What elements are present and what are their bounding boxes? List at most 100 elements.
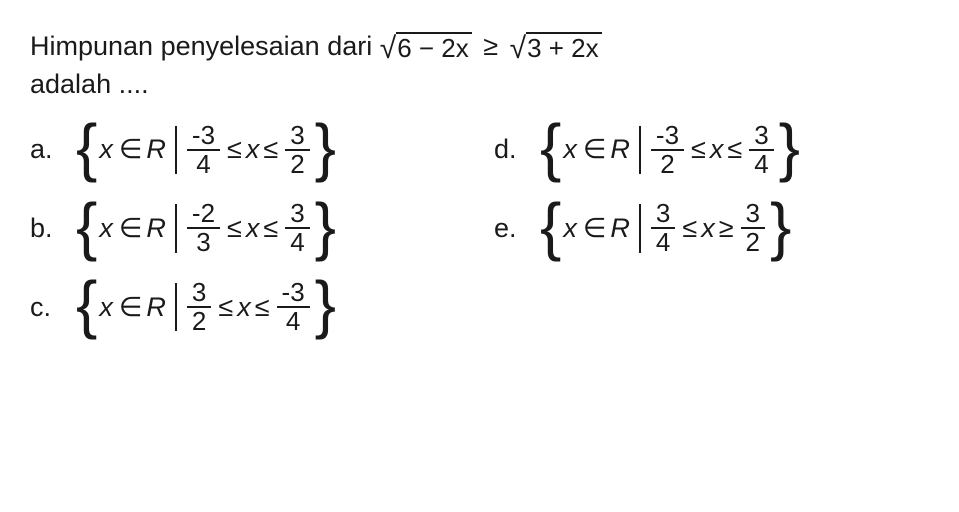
mid-var: x <box>246 134 260 165</box>
fraction-right: 3 4 <box>285 200 309 257</box>
such-that-bar <box>639 204 641 253</box>
fraction-left: -3 2 <box>651 122 684 179</box>
right-brace-icon: } <box>315 122 336 173</box>
set-symbol: R <box>146 213 168 244</box>
elementof-icon: ∈ <box>583 134 611 165</box>
set-symbol: R <box>146 134 168 165</box>
set-variable: x <box>563 213 583 244</box>
relation-main: ≥ <box>479 31 502 61</box>
question-prefix: Himpunan penyelesaian dari <box>30 31 380 61</box>
set-expression: { x ∈ R -2 3 ≤ x ≤ 3 4 <box>78 200 334 257</box>
relation: ≤ <box>678 213 701 244</box>
relation: ≤ <box>223 213 246 244</box>
left-brace-icon: { <box>76 122 97 173</box>
numerator: 3 <box>285 122 309 151</box>
fraction-left: 3 4 <box>651 200 675 257</box>
set-body: x ∈ R -3 2 ≤ x ≤ 3 4 <box>559 122 780 179</box>
numerator: -3 <box>277 279 310 308</box>
mid-var: x <box>246 213 260 244</box>
option-letter: c. <box>30 292 78 323</box>
right-brace-icon: } <box>315 279 336 330</box>
set-body: x ∈ R 3 4 ≤ x ≥ 3 2 <box>559 200 772 257</box>
option-letter: b. <box>30 213 78 244</box>
numerator: -2 <box>187 200 220 229</box>
relation: ≤ <box>687 134 710 165</box>
left-brace-icon: { <box>540 201 561 252</box>
denominator: 2 <box>285 151 309 178</box>
left-brace-icon: { <box>76 279 97 330</box>
mid-var: x <box>701 213 715 244</box>
numerator: -3 <box>651 122 684 151</box>
elementof-icon: ∈ <box>119 213 147 244</box>
set-variable: x <box>99 213 119 244</box>
option-letter: a. <box>30 134 78 165</box>
right-brace-icon: } <box>770 201 791 252</box>
set-expression: { x ∈ R -3 2 ≤ x ≤ 3 4 <box>542 122 798 179</box>
radical-icon: √ <box>510 34 526 64</box>
relation: ≤ <box>723 134 746 165</box>
relation: ≤ <box>259 213 282 244</box>
set-body: x ∈ R -2 3 ≤ x ≤ 3 4 <box>95 200 316 257</box>
denominator: 4 <box>281 308 305 335</box>
option-b: b. { x ∈ R -2 3 ≤ x ≤ 3 4 <box>30 200 470 257</box>
fraction-left: -2 3 <box>187 200 220 257</box>
elementof-icon: ∈ <box>583 213 611 244</box>
fraction-left: -3 4 <box>187 122 220 179</box>
option-a: a. { x ∈ R -3 4 ≤ x ≤ 3 2 <box>30 122 470 179</box>
option-c: c. { x ∈ R 3 2 ≤ x ≤ -3 4 <box>30 279 470 336</box>
elementof-icon: ∈ <box>119 134 147 165</box>
such-that-bar <box>175 204 177 253</box>
options-grid: a. { x ∈ R -3 4 ≤ x ≤ 3 2 <box>30 122 929 336</box>
condition: -3 4 ≤ x ≤ 3 2 <box>184 122 313 179</box>
right-brace-icon: } <box>315 201 336 252</box>
denominator: 2 <box>741 229 765 256</box>
denominator: 2 <box>655 151 679 178</box>
numerator: 3 <box>749 122 773 151</box>
left-brace-icon: { <box>76 201 97 252</box>
set-symbol: R <box>610 134 632 165</box>
fraction-right: 3 4 <box>749 122 773 179</box>
set-variable: x <box>99 292 119 323</box>
set-body: x ∈ R -3 4 ≤ x ≤ 3 2 <box>95 122 316 179</box>
elementof-icon: ∈ <box>119 292 147 323</box>
option-d: d. { x ∈ R -3 2 ≤ x ≤ 3 4 <box>494 122 934 179</box>
relation: ≤ <box>259 134 282 165</box>
set-expression: { x ∈ R -3 4 ≤ x ≤ 3 2 <box>78 122 334 179</box>
set-symbol: R <box>146 292 168 323</box>
relation: ≤ <box>223 134 246 165</box>
fraction-right: 3 2 <box>741 200 765 257</box>
radicand-left: 6 − 2x <box>396 32 472 64</box>
condition: 3 2 ≤ x ≤ -3 4 <box>184 279 313 336</box>
option-letter: d. <box>494 134 542 165</box>
sqrt-right: √ 3 + 2x <box>510 32 602 64</box>
set-symbol: R <box>610 213 632 244</box>
such-that-bar <box>175 283 177 332</box>
set-variable: x <box>563 134 583 165</box>
fraction-left: 3 2 <box>187 279 211 336</box>
numerator: 3 <box>285 200 309 229</box>
sqrt-left: √ 6 − 2x <box>380 32 472 64</box>
relation: ≤ <box>214 292 237 323</box>
radicand-right: 3 + 2x <box>526 32 602 64</box>
set-variable: x <box>99 134 119 165</box>
set-expression: { x ∈ R 3 2 ≤ x ≤ -3 4 <box>78 279 334 336</box>
denominator: 4 <box>651 229 675 256</box>
left-brace-icon: { <box>540 122 561 173</box>
denominator: 4 <box>285 229 309 256</box>
numerator: 3 <box>651 200 675 229</box>
relation: ≥ <box>715 213 738 244</box>
numerator: -3 <box>187 122 220 151</box>
option-e: e. { x ∈ R 3 4 ≤ x ≥ 3 2 <box>494 200 934 257</box>
relation: ≤ <box>251 292 274 323</box>
option-letter: e. <box>494 213 542 244</box>
mid-var: x <box>710 134 724 165</box>
mid-var: x <box>237 292 251 323</box>
denominator: 3 <box>191 229 215 256</box>
set-body: x ∈ R 3 2 ≤ x ≤ -3 4 <box>95 279 316 336</box>
condition: 3 4 ≤ x ≥ 3 2 <box>648 200 768 257</box>
denominator: 4 <box>749 151 773 178</box>
fraction-right: -3 4 <box>277 279 310 336</box>
set-expression: { x ∈ R 3 4 ≤ x ≥ 3 2 <box>542 200 789 257</box>
fraction-right: 3 2 <box>285 122 309 179</box>
condition: -3 2 ≤ x ≤ 3 4 <box>648 122 777 179</box>
